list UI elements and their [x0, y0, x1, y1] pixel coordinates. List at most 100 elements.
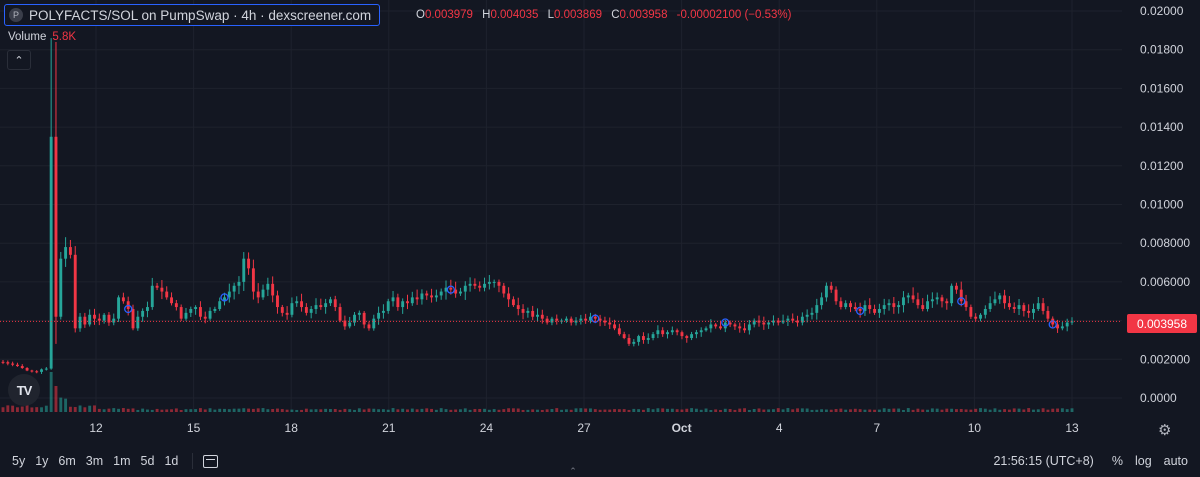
candle-body — [800, 316, 804, 323]
candle-body — [198, 307, 202, 317]
x-tick-label: 10 — [968, 421, 982, 435]
volume-bar — [1007, 409, 1011, 412]
candle-body — [882, 305, 886, 309]
range-1d-button[interactable]: 1d — [164, 454, 179, 468]
ohlc-legend: O0.003979 H0.004035 L0.003869 C0.003958 … — [416, 9, 797, 21]
candle-body — [203, 316, 207, 319]
candle-body — [906, 295, 910, 298]
volume-bar — [560, 409, 564, 412]
volume-bar — [362, 409, 366, 412]
volume-bar — [613, 409, 616, 412]
volume-bar — [810, 409, 814, 412]
candle-body — [439, 291, 443, 296]
volume-bar — [728, 409, 732, 412]
event-marker — [1048, 320, 1057, 329]
volume-bar — [1056, 408, 1059, 412]
event-marker — [957, 297, 966, 306]
calendar-icon[interactable] — [203, 454, 219, 468]
volume-bar — [208, 408, 212, 412]
auto-toggle[interactable]: auto — [1163, 454, 1188, 468]
volume-bar — [598, 409, 602, 412]
chevron-up-icon: ⌃ — [14, 54, 24, 67]
candle-body — [97, 318, 101, 321]
range-6m-button[interactable]: 6m — [58, 454, 76, 468]
volume-bar — [170, 409, 173, 412]
volume-bar — [439, 408, 443, 412]
volume-bar — [555, 408, 559, 412]
volume-bar — [487, 409, 491, 412]
open-value: 0.003979 — [424, 9, 473, 21]
volume-bar — [579, 408, 583, 412]
volume-bar — [497, 409, 501, 412]
gear-icon[interactable]: ⚙ — [1158, 422, 1172, 439]
volume-bar — [747, 409, 751, 412]
symbol-title-box[interactable]: P POLYFACTS/SOL on PumpSwap · 4h · dexsc… — [4, 4, 381, 26]
candle-body — [555, 318, 559, 321]
volume-bar — [834, 409, 838, 412]
candle-body — [699, 330, 703, 333]
candlestick-chart[interactable]: 0.02000 0.01800 0.01600 0.01400 0.01200 0.010… — [0, 0, 1200, 445]
volume-bar — [391, 408, 395, 412]
candle-body — [863, 305, 867, 311]
volume-bar — [179, 409, 183, 412]
x-tick-label: 27 — [577, 421, 591, 435]
candle-body — [772, 320, 775, 323]
candle-body — [381, 310, 385, 313]
candle-body — [68, 247, 72, 255]
candle-body — [83, 316, 87, 325]
volume-bar — [68, 406, 72, 412]
candle-body — [738, 326, 742, 329]
volume-bar — [680, 409, 684, 412]
volume-bar — [820, 409, 824, 412]
candle-body — [829, 285, 833, 290]
volume-bar — [194, 409, 198, 412]
candle-body — [521, 308, 525, 313]
volume-bar — [993, 408, 997, 412]
volume-bar — [824, 409, 828, 412]
range-5y-button[interactable]: 5y — [12, 454, 26, 468]
range-5d-button[interactable]: 5d — [140, 454, 155, 468]
collapse-legend-button[interactable]: ⌃ — [7, 50, 31, 70]
candle-body — [430, 295, 434, 298]
change-value: -0.00002100 (−0.53%) — [676, 9, 792, 21]
range-1y-button[interactable]: 1y — [35, 454, 49, 468]
volume-bar — [381, 409, 385, 412]
x-tick-label: 12 — [89, 421, 103, 435]
candle-body — [1060, 326, 1064, 329]
volume-bar — [897, 408, 901, 412]
tradingview-logo[interactable]: TV — [8, 374, 40, 406]
log-toggle[interactable]: log — [1134, 454, 1152, 468]
candle-body — [170, 297, 173, 304]
high-label: H — [482, 9, 491, 21]
candle-body — [343, 320, 347, 327]
range-1m-button[interactable]: 1m — [113, 454, 131, 468]
resize-handle[interactable]: ⌃ — [569, 466, 577, 476]
candle-body — [425, 293, 429, 296]
volume-bar — [256, 408, 260, 412]
volume-bar — [511, 408, 515, 412]
candle-body — [887, 303, 891, 306]
volume-bar — [160, 409, 164, 412]
candle-body — [824, 285, 828, 298]
candle-body — [497, 281, 501, 286]
volume-bar — [304, 408, 308, 412]
candle-body — [603, 320, 607, 323]
candle-body — [88, 314, 92, 325]
candle-body — [213, 308, 217, 311]
candle-body — [651, 334, 655, 339]
y-tick-label: 0.01800 — [1140, 43, 1184, 57]
candle-body — [78, 316, 82, 329]
volume-bar — [757, 408, 761, 412]
volume-bar — [685, 408, 689, 412]
candle-body — [1003, 295, 1007, 304]
volume-bar — [589, 408, 592, 412]
range-3m-button[interactable]: 3m — [85, 454, 104, 468]
candle-body — [743, 328, 747, 331]
volume-bar — [444, 409, 448, 412]
candle-body — [468, 283, 472, 286]
percent-toggle[interactable]: % — [1111, 454, 1123, 468]
volume-bar — [20, 406, 24, 412]
candle-body — [805, 314, 809, 317]
candle-body — [921, 305, 925, 309]
candle-body — [579, 318, 583, 321]
